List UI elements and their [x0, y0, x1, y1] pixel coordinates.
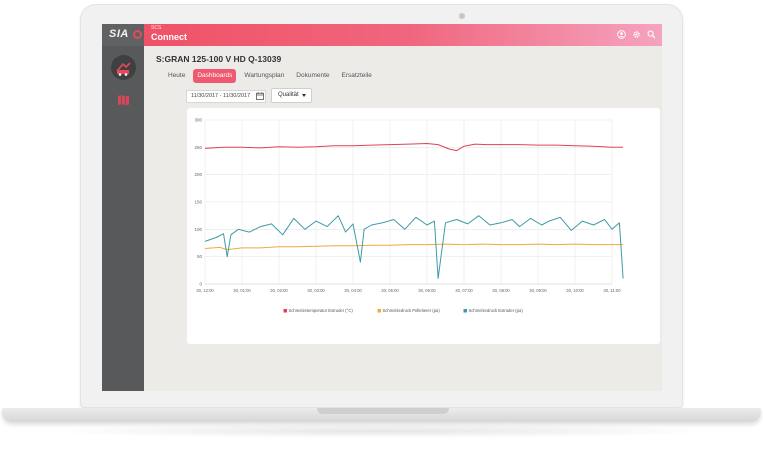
machine-icon	[116, 62, 131, 76]
line-chart: 300 250 200 150 100 50 030, 12:00 30, 01:00 30, …	[194, 118, 624, 313]
legend-swatch	[463, 309, 467, 313]
logo-text: SIA	[109, 28, 129, 40]
sidebar-item-machine[interactable]	[111, 55, 136, 80]
x-tick-label: 30, 05:00	[381, 288, 399, 293]
app-screen: SIA SCS Connect	[102, 24, 662, 391]
x-tick-label: 30, 04:00	[344, 288, 362, 293]
y-tick-label: 50	[197, 254, 203, 259]
y-tick-label: 150	[194, 200, 202, 205]
series-line-2	[204, 243, 624, 251]
x-tick-label: 30, 06:00	[418, 288, 436, 293]
chevron-down-icon	[302, 94, 306, 97]
top-bar: SIA SCS Connect	[102, 24, 662, 46]
tab-ersatzteile[interactable]: Ersatzteile	[341, 72, 372, 79]
tab-dokumente[interactable]: Dokumente	[296, 72, 330, 79]
tab-heute[interactable]: Heute	[168, 72, 186, 79]
app-subtitle: SCS	[151, 25, 162, 31]
logo-circle-icon	[133, 30, 142, 39]
logo[interactable]: SIA	[102, 24, 144, 46]
search-icon[interactable]	[647, 30, 656, 39]
camera-icon	[459, 13, 465, 19]
x-tick-label: 30, 03:00	[307, 288, 325, 293]
series-line-3	[204, 215, 624, 279]
x-tick-label: 30, 09:00	[529, 288, 547, 293]
y-tick-label: 250	[194, 145, 202, 150]
x-tick-label: 30, 10:00	[566, 288, 584, 293]
y-tick-label: 200	[194, 172, 202, 177]
app-name: Connect	[151, 32, 187, 42]
legend-swatch	[377, 309, 381, 313]
tab-dashboards[interactable]: Dashboards	[193, 69, 237, 83]
x-tick-label: 30, 07:00	[455, 288, 473, 293]
y-tick-label: 300	[194, 118, 202, 123]
legend-label: Schmelzedruck Extruder (pa)	[469, 308, 524, 313]
tab-bar: Heute Dashboards Wartungsplan Dokumente …	[164, 69, 376, 83]
series-line-1	[204, 143, 624, 152]
gear-icon[interactable]	[632, 30, 641, 39]
y-tick-label: 100	[194, 227, 202, 232]
metric-select[interactable]: Qualität	[271, 88, 312, 103]
legend-label: Schmelzedruck Pelletierer (pa)	[383, 308, 441, 313]
date-range-input[interactable]: 11/30/2017 - 11/30/2017	[186, 90, 266, 103]
chart-card: 300 250 200 150 100 50 0 30, 12:00 30, 01:00 30, …	[187, 108, 660, 344]
main-content: S:GRAN 125-100 V HD Q-13039 Heute Dashbo…	[144, 46, 662, 391]
laptop-shadow	[40, 424, 723, 438]
x-tick-label: 30, 01:00	[233, 288, 251, 293]
x-tick-label: 30, 08:00	[492, 288, 510, 293]
tab-wartungsplan[interactable]: Wartungsplan	[244, 72, 285, 79]
x-tick-label: 30, 02:00	[270, 288, 288, 293]
metric-select-value: Qualität	[278, 92, 299, 98]
sidebar	[102, 46, 144, 391]
calendar-icon[interactable]	[256, 92, 264, 100]
map-icon[interactable]	[117, 94, 130, 106]
user-icon[interactable]	[617, 30, 626, 39]
laptop-base	[2, 408, 761, 422]
x-tick-label: 30, 12:00	[196, 288, 214, 293]
laptop-notch	[317, 408, 449, 414]
legend-label: Schmelzetemperatur Extruder (°C)	[289, 308, 354, 313]
legend-swatch	[283, 309, 287, 313]
page-title: S:GRAN 125-100 V HD Q-13039	[156, 54, 282, 64]
y-tick-label: 0	[199, 282, 202, 287]
x-tick-label: 30, 11:00	[603, 288, 621, 293]
